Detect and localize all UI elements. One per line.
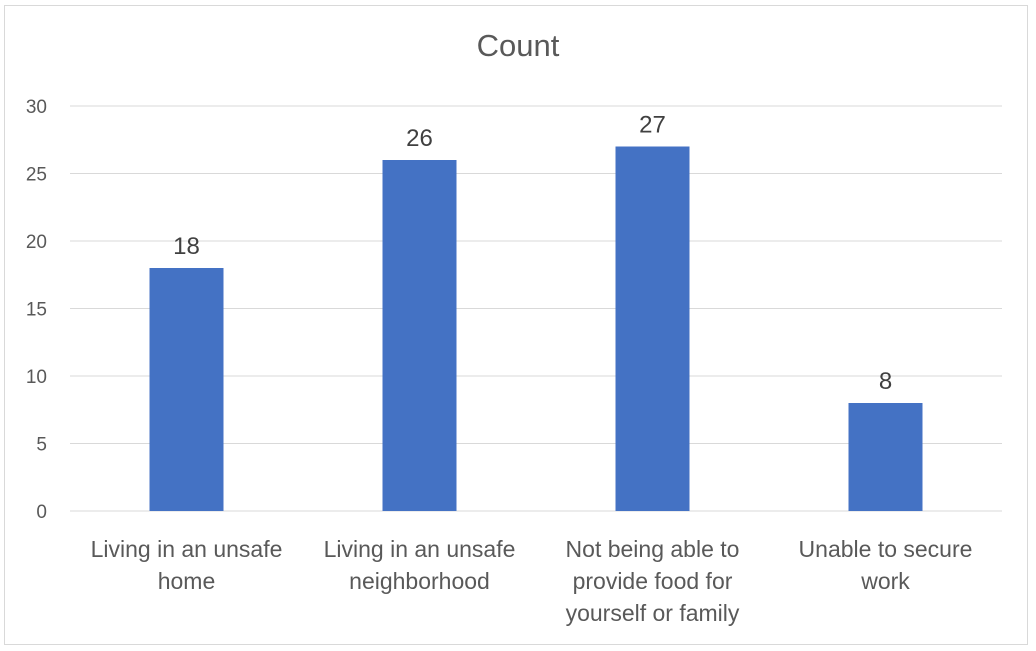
bar [149,268,224,511]
y-tick-label: 0 [36,502,47,523]
y-axis-ticks: 0 5 10 15 20 25 30 [26,97,47,523]
x-axis-categories: Living in an unsafe home Living in an unsa… [91,536,973,626]
y-tick-label: 15 [26,300,47,321]
data-label: 27 [639,112,666,139]
bar [382,160,457,511]
chart-title: Count [476,28,560,63]
x-category-label: Living in an unsafe home [91,536,283,594]
data-label: 8 [879,368,892,395]
data-label: 26 [406,125,433,152]
data-label: 18 [173,233,200,260]
bar [615,146,690,511]
x-category-label: Not being able to provide food for yoursel… [566,536,740,626]
x-category-label: Unable to secure work [799,536,973,594]
y-tick-label: 20 [26,232,47,253]
bars [149,146,923,511]
data-labels: 18 26 27 8 [173,112,892,396]
y-tick-label: 25 [26,165,47,186]
y-tick-label: 30 [26,97,47,118]
bar [848,403,923,511]
y-tick-label: 5 [36,435,47,456]
gridlines [70,105,1002,512]
x-category-label: Living in an unsafe neighborhood [324,536,516,594]
y-tick-label: 10 [26,367,47,388]
